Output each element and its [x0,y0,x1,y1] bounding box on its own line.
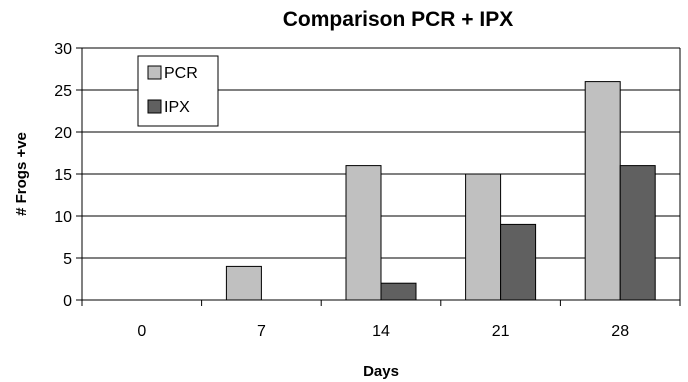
x-tick-label: 14 [372,323,390,340]
bar-pcr [465,173,502,301]
chart-title: Comparison PCR + IPX [283,8,513,31]
bar-ipx [619,165,656,301]
x-axis-label: Days [363,363,399,380]
y-tick-label: 20 [54,125,72,142]
legend-label-pcr: PCR [164,65,198,82]
y-tick-label: 25 [54,83,72,100]
x-tick-label: 0 [137,323,146,340]
x-tick-label: 21 [492,323,510,340]
x-tick-label: 7 [257,323,266,340]
legend-label-ipx: IPX [164,99,190,116]
x-tick-label: 28 [611,323,629,340]
legend: PCR IPX [137,55,219,127]
y-tick-label: 0 [63,293,72,310]
bar-ipx [380,282,417,301]
y-tick-label: 30 [54,41,72,58]
bar-pcr [345,165,382,301]
legend-swatch-ipx [147,99,162,114]
bar-pcr [584,81,621,301]
plot-area: 0 5 10 15 20 25 30 0 7 14 21 28 [54,41,681,340]
y-tick-label: 5 [63,251,72,268]
legend-swatch-pcr [147,65,162,80]
bar-ipx [500,223,537,301]
bar-pcr [225,265,262,301]
y-axis-label: # Frogs +ve [13,132,30,216]
y-tick-label: 10 [54,209,72,226]
y-tick-label: 15 [54,167,72,184]
